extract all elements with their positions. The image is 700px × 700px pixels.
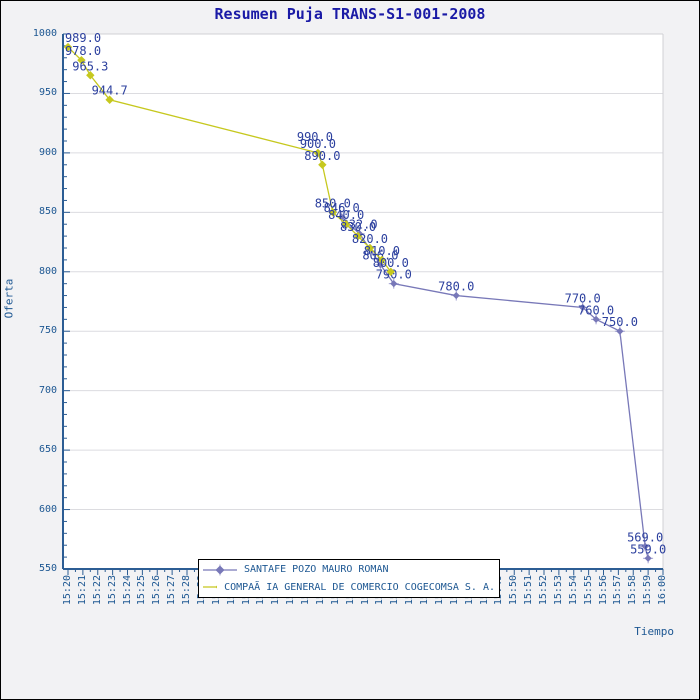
data-label: 990.0 <box>297 130 333 144</box>
x-tick-label: 15:27 <box>166 575 178 606</box>
x-tick-label: 15:57 <box>612 575 624 606</box>
data-label: 810.0 <box>364 244 400 258</box>
x-tick-label: 15:52 <box>538 575 549 606</box>
y-tick-label: 850 <box>38 206 57 218</box>
x-tick-label: 15:21 <box>76 575 88 606</box>
data-label: 559.0 <box>630 542 666 556</box>
x-tick-label: 15:50 <box>508 575 520 606</box>
data-label: 890.0 <box>304 149 340 163</box>
legend-item-cogecomsa: COMPAÃ IA GENERAL DE COMERCIO COGECOMSA … <box>203 579 495 595</box>
x-tick-label: 15:28 <box>181 575 192 606</box>
x-tick-label: 15:25 <box>136 575 148 606</box>
y-tick-label: 650 <box>38 444 57 456</box>
x-tick-label: 16:00 <box>657 575 668 606</box>
data-label: 569.0 <box>627 530 663 544</box>
y-tick-label: 800 <box>38 265 57 277</box>
data-label: 900.0 <box>300 137 336 151</box>
x-axis-title: Tiempo <box>634 625 674 638</box>
y-tick-label: 1000 <box>32 28 57 39</box>
data-point-marker <box>353 231 363 241</box>
data-point-marker <box>644 554 652 562</box>
x-tick-label: 15:23 <box>106 575 118 606</box>
data-point-marker <box>592 315 600 323</box>
data-point-marker <box>390 280 398 288</box>
data-point-marker <box>341 220 351 229</box>
x-tick-label: 15:59 <box>642 575 654 606</box>
data-label: 790.0 <box>376 268 412 282</box>
x-tick-label: 15:24 <box>121 575 133 606</box>
data-point-marker <box>77 55 86 65</box>
data-point-marker <box>365 243 375 253</box>
data-point-marker <box>63 42 73 52</box>
y-tick-label: 900 <box>38 146 57 158</box>
data-label: 770.0 <box>565 291 601 305</box>
data-label: 989.0 <box>65 31 101 45</box>
data-label: 944.7 <box>92 84 128 98</box>
x-tick-label: 15:51 <box>523 575 535 606</box>
data-point-marker <box>641 542 649 551</box>
data-point-marker <box>313 148 323 158</box>
data-point-marker <box>338 213 346 221</box>
data-point-marker <box>318 160 327 169</box>
x-tick-label: 15:55 <box>582 575 594 606</box>
legend-item-santafe: SANTAFE POZO MAURO ROMAN <box>203 562 495 578</box>
legend-label: COMPAÃ IA GENERAL DE COMERCIO COGECOMSA … <box>224 581 495 593</box>
x-tick-label: 15:53 <box>552 575 564 606</box>
y-tick-label: 550 <box>38 563 57 574</box>
y-tick-label: 600 <box>38 503 57 515</box>
chart-title: Resumen Puja TRANS-S1-001-2008 <box>214 5 486 23</box>
x-tick-label: 15:56 <box>597 575 609 606</box>
data-point-marker <box>452 291 460 300</box>
plot-background <box>63 34 663 569</box>
data-label: 850.0 <box>315 196 351 210</box>
y-tick-label: 750 <box>38 325 57 337</box>
data-label: 750.0 <box>602 315 638 329</box>
data-point-marker <box>86 71 95 80</box>
y-tick-label: 700 <box>38 384 57 396</box>
data-point-marker <box>386 267 395 276</box>
data-label: 820.0 <box>352 232 388 246</box>
data-label: 840.0 <box>328 208 364 222</box>
legend-label: SANTAFE POZO MAURO ROMAN <box>244 564 389 576</box>
data-label: 780.0 <box>438 280 474 294</box>
data-point-marker <box>616 327 624 335</box>
data-point-marker <box>579 303 587 312</box>
data-label: 800.0 <box>373 256 409 270</box>
data-label: 760.0 <box>578 303 614 317</box>
data-point-marker <box>328 208 337 217</box>
x-tick-label: 15:26 <box>151 575 163 606</box>
y-tick-label: 950 <box>38 87 57 99</box>
x-tick-label: 15:20 <box>62 575 73 606</box>
legend: SANTAFE POZO MAURO ROMAN COMPAÃ IA GENER… <box>198 559 500 598</box>
data-point-marker <box>105 95 114 104</box>
legend-marker-cogecomsa <box>203 585 218 589</box>
data-label: 806.0 <box>362 249 398 263</box>
x-tick-label: 15:54 <box>567 575 579 606</box>
data-label: 830.0 <box>340 220 376 234</box>
data-label: 978.0 <box>65 44 101 58</box>
data-point-marker <box>377 255 387 265</box>
legend-marker-santafe <box>203 564 237 576</box>
x-tick-label: 15:58 <box>627 575 639 606</box>
data-label: 965.3 <box>72 59 108 73</box>
x-tick-label: 15:22 <box>91 575 103 606</box>
